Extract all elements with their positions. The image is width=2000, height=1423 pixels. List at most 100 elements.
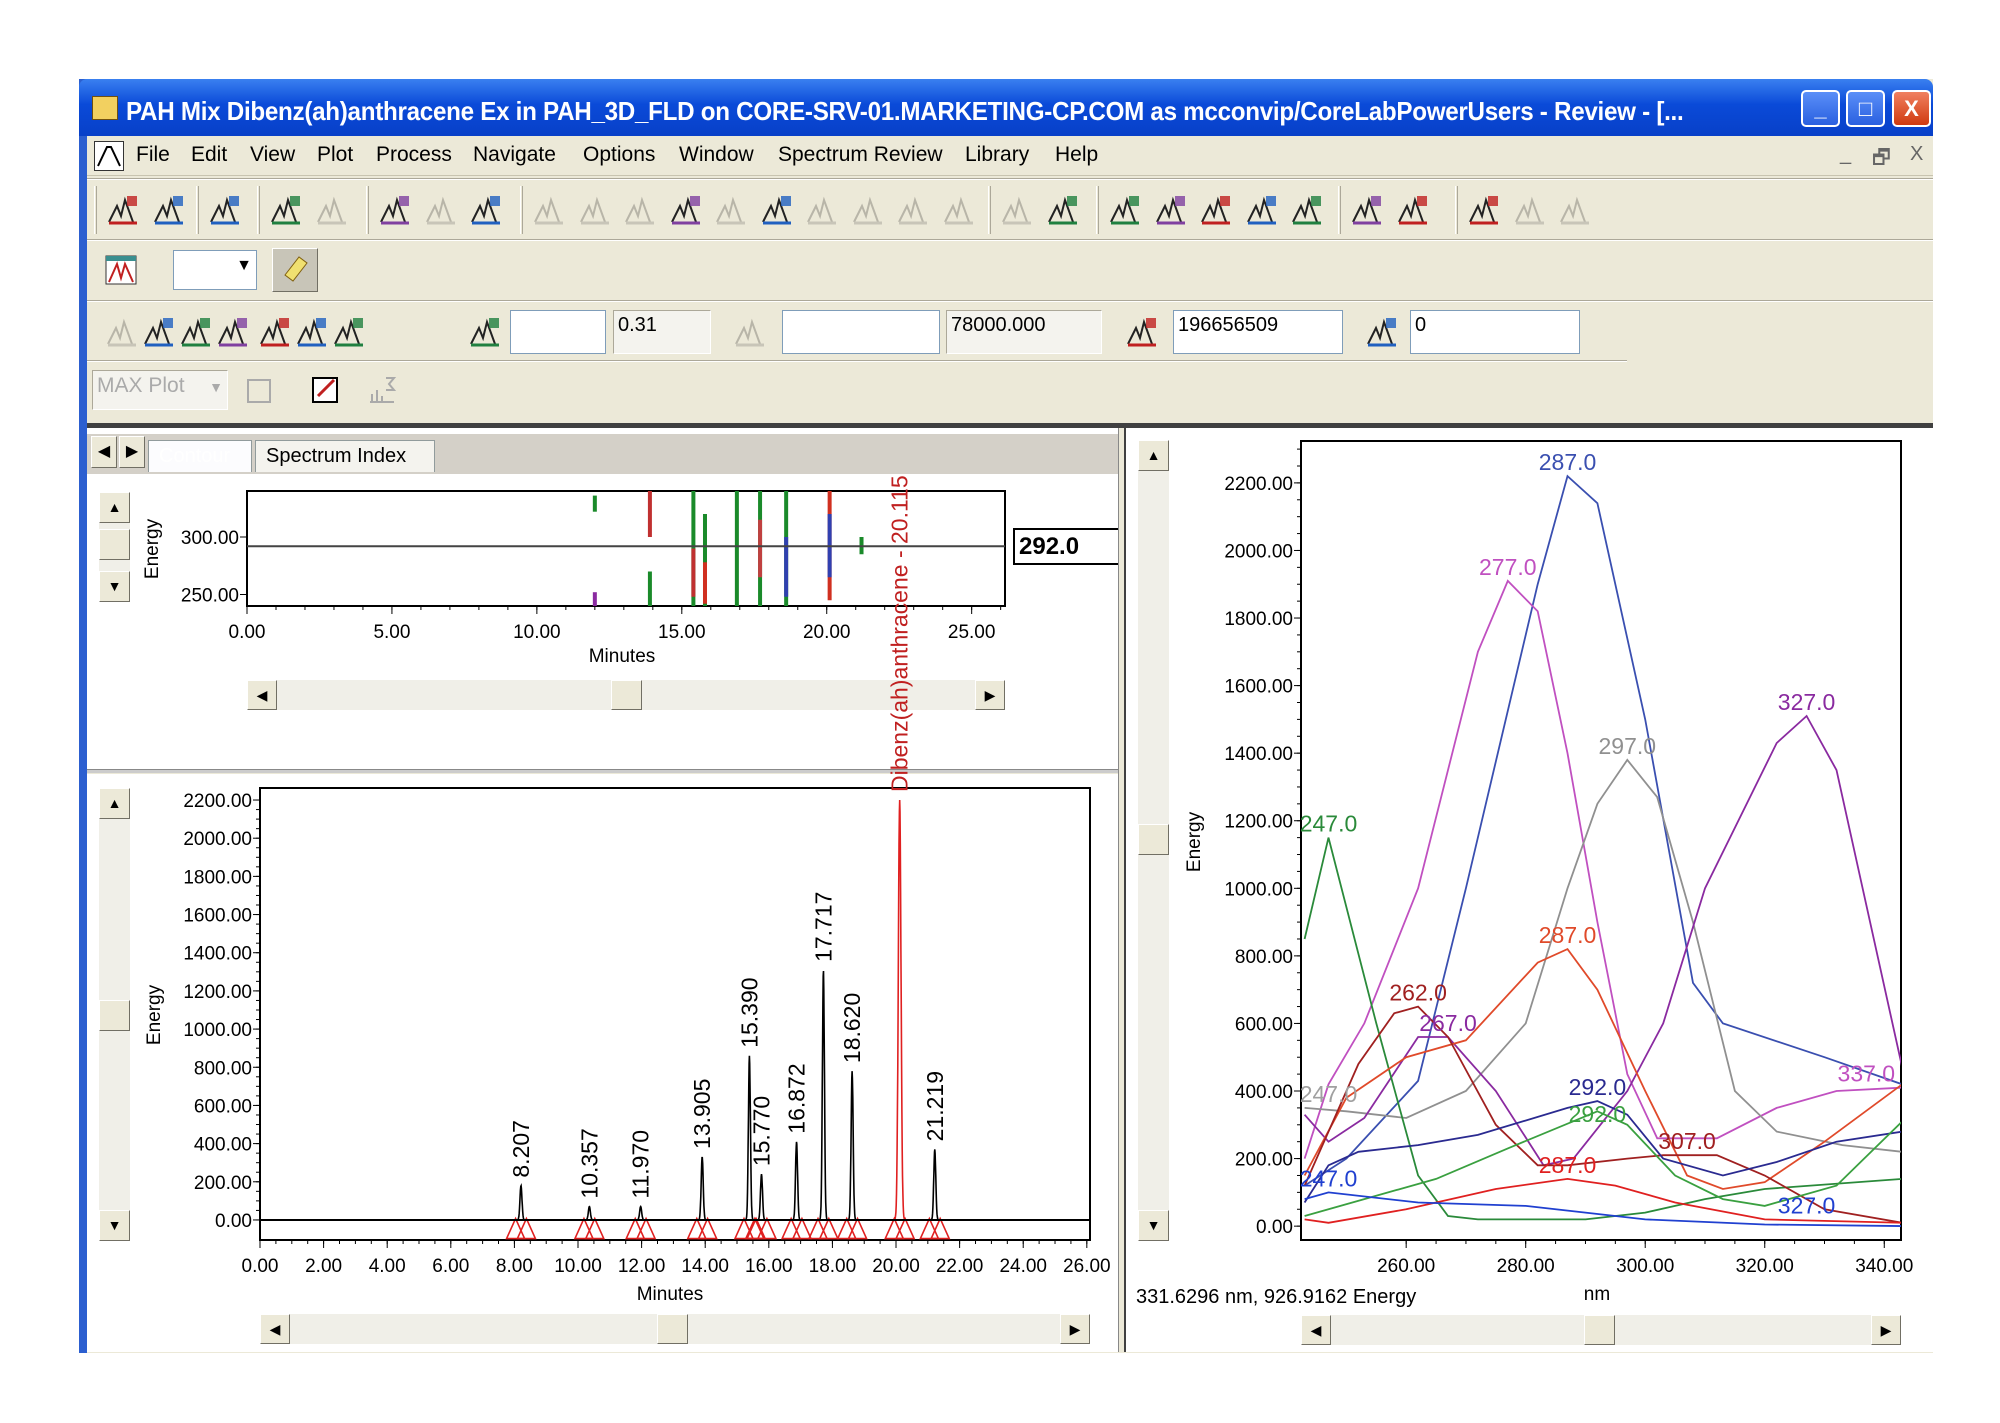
peak-boundary-marker[interactable] xyxy=(505,1216,526,1240)
redo-peak-button[interactable] xyxy=(572,187,616,233)
copy-button[interactable] xyxy=(1148,187,1192,233)
peak-label[interactable]: 11.970 xyxy=(628,1130,654,1199)
contour-plot-area[interactable] xyxy=(246,490,1006,607)
spectrum-series-5[interactable] xyxy=(1303,947,1903,1190)
peak-boundary-marker[interactable] xyxy=(573,1216,595,1240)
spectrum-series-4[interactable] xyxy=(1303,837,1903,1221)
menu-edit[interactable]: Edit xyxy=(191,143,228,166)
spectrum-series-9[interactable] xyxy=(1304,1177,1903,1224)
peak-boundary-marker[interactable] xyxy=(836,1216,857,1240)
spectrum-hscroll-right-button[interactable]: ▶ xyxy=(1871,1315,1901,1345)
mdi-restore-button[interactable]: 🗗 xyxy=(1872,147,1891,169)
peak-boundary-marker[interactable] xyxy=(625,1216,646,1240)
tab-spectrum-index[interactable]: Spectrum Index xyxy=(255,440,435,472)
max-plot-combo[interactable]: MAX Plot ▼ xyxy=(92,370,228,410)
help-pointer-button[interactable] xyxy=(1390,187,1434,233)
export-button[interactable] xyxy=(994,187,1038,233)
peak-width-field-b[interactable]: 78000.000 xyxy=(946,310,1102,354)
chromatogram-vscroll-thumb[interactable] xyxy=(99,1000,130,1031)
integrate-button[interactable] xyxy=(263,187,307,233)
menu-process[interactable]: Process xyxy=(376,143,452,166)
print-button[interactable] xyxy=(1344,187,1388,233)
copy-table-button[interactable] xyxy=(799,187,843,233)
peak-boundary-marker[interactable] xyxy=(818,1216,840,1240)
peak-boundary-marker[interactable] xyxy=(745,1216,767,1240)
menu-options[interactable]: Options xyxy=(583,143,656,166)
peak-boundary-marker[interactable] xyxy=(929,1216,951,1240)
chevron-down-icon[interactable]: ▼ xyxy=(209,379,223,395)
height-field[interactable]: 0 xyxy=(1410,310,1580,354)
tab-scroll-right[interactable]: ▶ xyxy=(119,436,145,468)
clear-peaks-button[interactable] xyxy=(663,187,707,233)
peak-table-button[interactable] xyxy=(1040,187,1084,233)
chromatogram-hscroll-thumb[interactable] xyxy=(657,1314,688,1344)
peak-boundary-marker[interactable] xyxy=(919,1216,940,1240)
pen-button[interactable] xyxy=(418,187,462,233)
peak-label[interactable]: 8.207 xyxy=(508,1120,534,1178)
sum-disabled-button[interactable] xyxy=(359,367,403,413)
chromatogram-view-button[interactable] xyxy=(1102,187,1146,233)
close-button[interactable]: X xyxy=(1892,90,1931,127)
threshold-field-a[interactable] xyxy=(510,310,606,354)
peak-label[interactable]: Dibenz(ah)anthracene - 20.115 xyxy=(887,475,913,792)
peak-width-field-a[interactable] xyxy=(782,310,940,354)
peak-boundary-marker[interactable] xyxy=(791,1216,813,1240)
maximize-button[interactable]: □ xyxy=(1846,90,1885,127)
spectrum-vscroll-down-button[interactable]: ▼ xyxy=(1138,1210,1169,1241)
rotate-left-button[interactable] xyxy=(708,187,752,233)
spectrum-series-2[interactable] xyxy=(1304,758,1903,1153)
rotate-right-button[interactable] xyxy=(754,187,798,233)
threshold-button[interactable] xyxy=(462,309,506,355)
peak-boundary-marker[interactable] xyxy=(847,1216,868,1240)
chromatogram-vscroll-up-button[interactable]: ▲ xyxy=(99,788,130,819)
spectrum-series-10[interactable] xyxy=(1304,1191,1903,1227)
multi-peaks-button[interactable] xyxy=(252,309,296,355)
list-button[interactable] xyxy=(1193,187,1237,233)
spectrum-series-1[interactable] xyxy=(1303,579,1903,1159)
spectrum-hscroll-left-button[interactable]: ◀ xyxy=(1301,1315,1331,1345)
eraser-disabled-2-button[interactable] xyxy=(1552,187,1596,233)
peak-boundary-marker[interactable] xyxy=(686,1216,708,1240)
peak-label[interactable]: 13.905 xyxy=(689,1079,715,1149)
next-spectrum-button[interactable] xyxy=(136,309,180,355)
eraser-red-button[interactable] xyxy=(1461,187,1505,233)
save-button[interactable] xyxy=(146,187,190,233)
peak-boundary-marker[interactable] xyxy=(733,1216,755,1240)
minimize-button[interactable]: _ xyxy=(1801,90,1840,127)
prev-spectrum-button[interactable] xyxy=(173,309,217,355)
spectrum-vscroll-up-button[interactable]: ▲ xyxy=(1138,440,1169,471)
edit-spectrum-button[interactable] xyxy=(303,367,347,413)
contour-hscroll-right-button[interactable]: ▶ xyxy=(975,680,1005,710)
panel-splitter[interactable] xyxy=(87,769,1118,773)
chromatogram-window-button[interactable] xyxy=(98,247,142,293)
calibrate-button[interactable] xyxy=(463,187,507,233)
spectrum-series-7[interactable] xyxy=(1303,1100,1903,1203)
report-button[interactable] xyxy=(1284,187,1328,233)
spectrum-series-8[interactable] xyxy=(1304,1110,1903,1217)
area-button[interactable] xyxy=(1119,309,1163,355)
tab-contour[interactable]: Contour xyxy=(148,440,252,472)
overlay-disabled-button[interactable] xyxy=(237,367,281,413)
contour-vscroll-down-button[interactable]: ▼ xyxy=(99,571,130,602)
height-button[interactable] xyxy=(1359,309,1403,355)
channel-combo[interactable]: ▼ xyxy=(173,250,257,290)
contour-vscroll-thumb[interactable] xyxy=(99,529,130,560)
contour-hscroll-thumb[interactable] xyxy=(611,680,642,710)
chromatogram-hscroll-right-button[interactable]: ▶ xyxy=(1060,1314,1090,1344)
peak-boundary-marker[interactable] xyxy=(807,1216,829,1240)
peak-width-button[interactable] xyxy=(727,309,771,355)
integrate-disabled-button[interactable] xyxy=(309,187,353,233)
zoom-peak-button[interactable] xyxy=(617,187,661,233)
peak-label[interactable]: 17.717 xyxy=(810,892,836,962)
menu-help[interactable]: Help xyxy=(1055,143,1099,166)
chromatogram-plot-area[interactable] xyxy=(259,787,1091,1241)
peak-boundary-marker[interactable] xyxy=(756,1216,778,1240)
peak-boundary-marker[interactable] xyxy=(894,1216,916,1240)
spectrum-hscroll-thumb[interactable] xyxy=(1584,1315,1615,1345)
menu-library[interactable]: Library xyxy=(965,143,1030,166)
auto-spectrum-button[interactable] xyxy=(210,309,254,355)
mdi-minimize-button[interactable]: _ xyxy=(1840,143,1852,165)
spectrum-vscroll-thumb[interactable] xyxy=(1138,824,1169,855)
menu-spectrum-review[interactable]: Spectrum Review xyxy=(778,143,943,166)
peak-label[interactable]: 15.770 xyxy=(748,1096,774,1166)
